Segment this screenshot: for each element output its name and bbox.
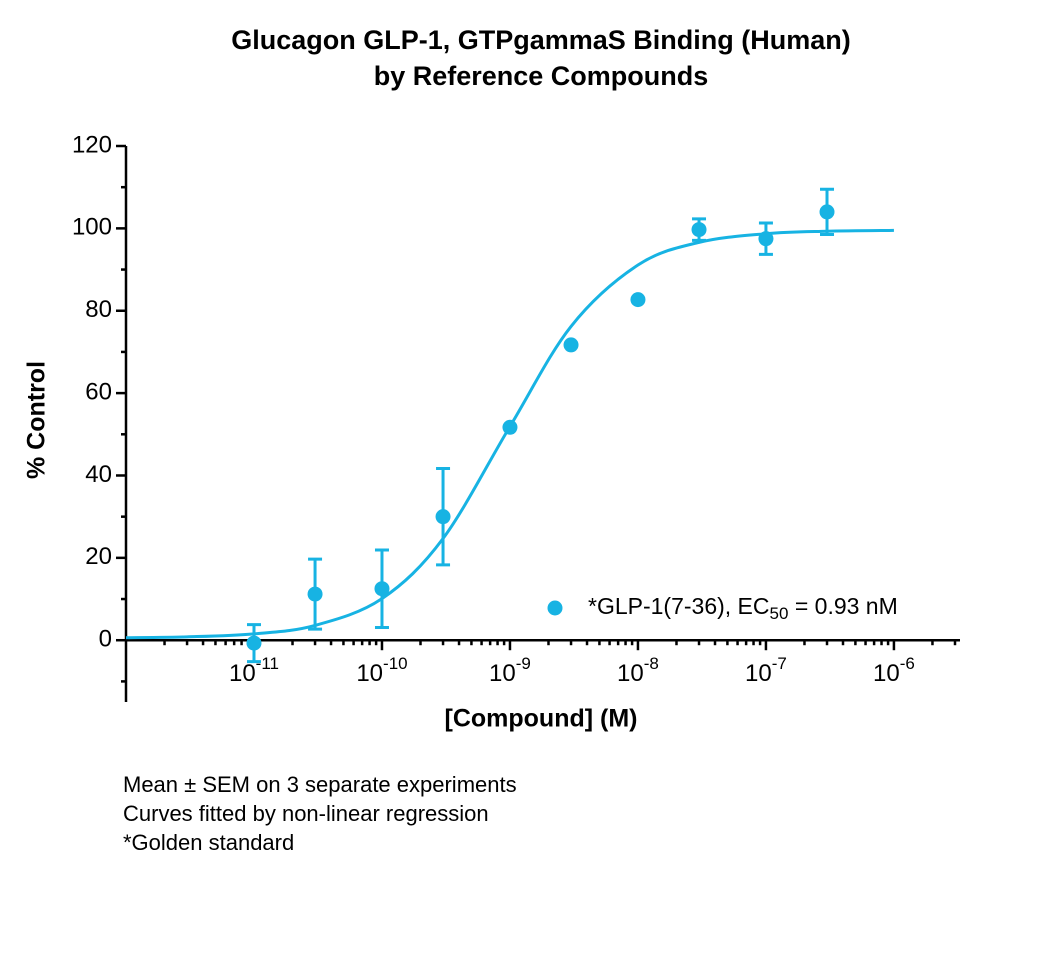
y-tick-label: 80 bbox=[85, 296, 112, 323]
x-tick-exponent: -9 bbox=[516, 655, 531, 674]
x-tick-exponent: -6 bbox=[900, 655, 915, 674]
legend-text: = 0.93 nM bbox=[788, 593, 897, 619]
x-tick-label: 10-9 bbox=[489, 655, 531, 688]
x-tick-base: 10 bbox=[617, 661, 644, 688]
chart-title: by Reference Compounds bbox=[374, 61, 709, 91]
x-tick-label: 10-11 bbox=[229, 655, 279, 688]
y-tick-label: 20 bbox=[85, 543, 112, 570]
data-point bbox=[819, 204, 835, 220]
x-tick-exponent: -8 bbox=[644, 655, 659, 674]
footnote: Mean ± SEM on 3 separate experiments bbox=[123, 772, 517, 797]
footnote: Curves fitted by non-linear regression bbox=[123, 801, 489, 826]
data-point bbox=[502, 419, 518, 435]
data-point bbox=[691, 222, 707, 238]
y-tick-label: 60 bbox=[85, 378, 112, 405]
y-tick-label: 0 bbox=[99, 626, 112, 653]
x-tick-base: 10 bbox=[745, 661, 772, 688]
y-tick-label: 100 bbox=[72, 214, 112, 241]
x-tick-label: 10-10 bbox=[356, 655, 407, 688]
data-point bbox=[374, 581, 390, 597]
x-axis-label: [Compound] (M) bbox=[445, 705, 638, 733]
legend-label: *GLP-1(7-36), EC50 = 0.93 nM bbox=[588, 593, 898, 623]
data-point bbox=[758, 231, 774, 247]
x-tick-exponent: -10 bbox=[383, 655, 408, 674]
x-tick-label: 10-8 bbox=[617, 655, 659, 688]
x-tick-exponent: -7 bbox=[772, 655, 787, 674]
x-tick-base: 10 bbox=[229, 661, 256, 688]
y-tick-label: 40 bbox=[85, 461, 112, 488]
x-tick-base: 10 bbox=[489, 661, 516, 688]
x-tick-label: 10-7 bbox=[745, 655, 787, 688]
x-tick-base: 10 bbox=[356, 661, 383, 688]
y-axis-label: % Control bbox=[23, 361, 51, 479]
footnote: *Golden standard bbox=[123, 830, 294, 855]
data-point bbox=[630, 292, 646, 308]
x-tick-exponent: -11 bbox=[256, 655, 279, 674]
data-point bbox=[246, 635, 262, 651]
legend-text: *GLP-1(7-36), EC bbox=[588, 593, 770, 619]
data-point bbox=[563, 337, 579, 353]
chart-title: Glucagon GLP-1, GTPgammaS Binding (Human… bbox=[231, 25, 851, 55]
x-tick-base: 10 bbox=[873, 661, 900, 688]
y-tick-label: 120 bbox=[72, 131, 112, 158]
data-point bbox=[435, 509, 451, 525]
data-point bbox=[307, 586, 323, 602]
legend-subscript: 50 bbox=[770, 604, 789, 623]
x-tick-label: 10-6 bbox=[873, 655, 915, 688]
legend-marker bbox=[547, 600, 563, 616]
